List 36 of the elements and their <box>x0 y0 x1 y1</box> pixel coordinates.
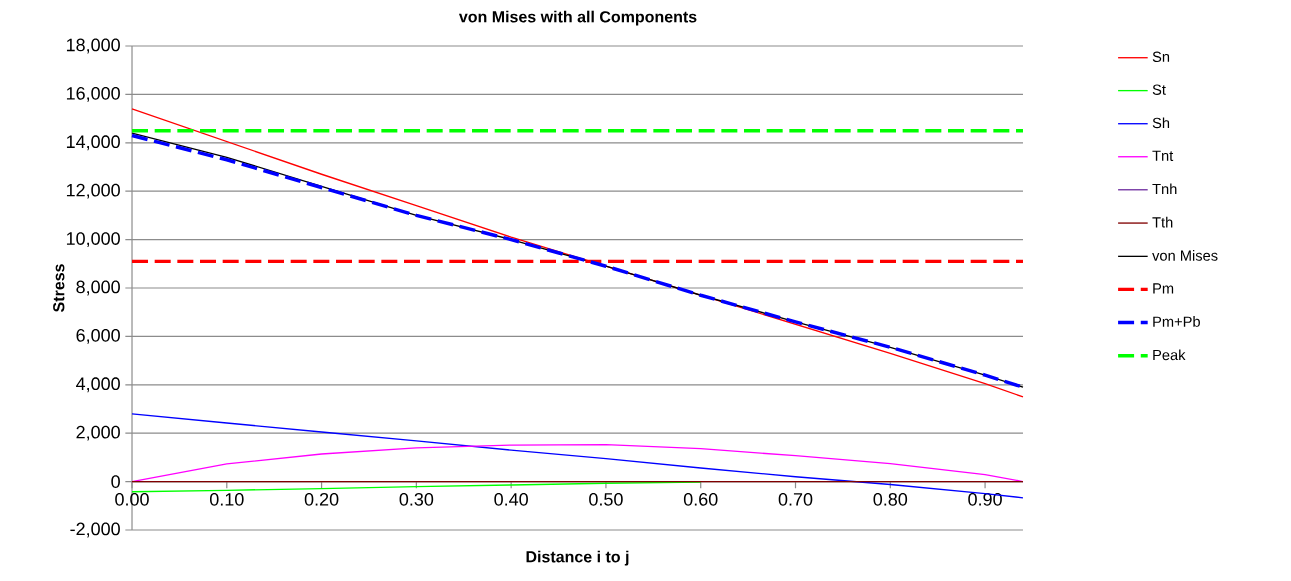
legend-label: Tnt <box>1152 150 1174 161</box>
legend-label: St <box>1152 84 1166 95</box>
x-axis-title: Distance i to j <box>526 550 629 566</box>
legend-label: Pm <box>1153 283 1174 294</box>
legend-label: Peak <box>1153 349 1186 361</box>
line-series <box>131 443 1024 483</box>
y-tick-label: 14,000 <box>66 135 120 151</box>
legend-label: Tth <box>1152 216 1173 228</box>
y-axis-title: Stress <box>53 264 65 312</box>
y-tick-label: 8,000 <box>76 280 120 296</box>
legend-label: Sh <box>1152 117 1170 129</box>
x-tick-label: 0.50 <box>589 492 623 506</box>
x-tick-label: 0.70 <box>778 492 813 506</box>
y-tick-label: 18,000 <box>66 38 120 54</box>
legend-label: Tnh <box>1152 183 1177 195</box>
y-tick-label: 2,000 <box>76 425 120 441</box>
x-tick-label: 0.10 <box>209 492 244 506</box>
x-tick-label: 0.20 <box>304 492 339 506</box>
y-tick-label: 16,000 <box>66 86 120 102</box>
x-tick-label: 0.60 <box>683 492 718 506</box>
y-tick-label: 12,000 <box>66 183 120 199</box>
chart-title: von Mises with all Components <box>458 10 697 26</box>
line-series <box>131 481 702 493</box>
y-tick-label: -2,000 <box>70 522 120 538</box>
legend-label: von Mises <box>1152 250 1218 261</box>
y-tick-label: 4,000 <box>76 377 120 393</box>
y-tick-label: 10,000 <box>66 232 120 248</box>
x-tick-label: 0.00 <box>115 492 149 506</box>
x-tick-label: 0.90 <box>968 492 1002 506</box>
legend-label: Pm+Pb <box>1153 316 1200 327</box>
y-tick-label: 0 <box>111 475 120 488</box>
x-tick-label: 0.30 <box>399 492 434 506</box>
x-tick-label: 0.80 <box>873 492 908 506</box>
y-tick-label: 6,000 <box>76 328 120 344</box>
legend-label: Sn <box>1152 51 1170 62</box>
x-tick-label: 0.40 <box>494 492 528 506</box>
